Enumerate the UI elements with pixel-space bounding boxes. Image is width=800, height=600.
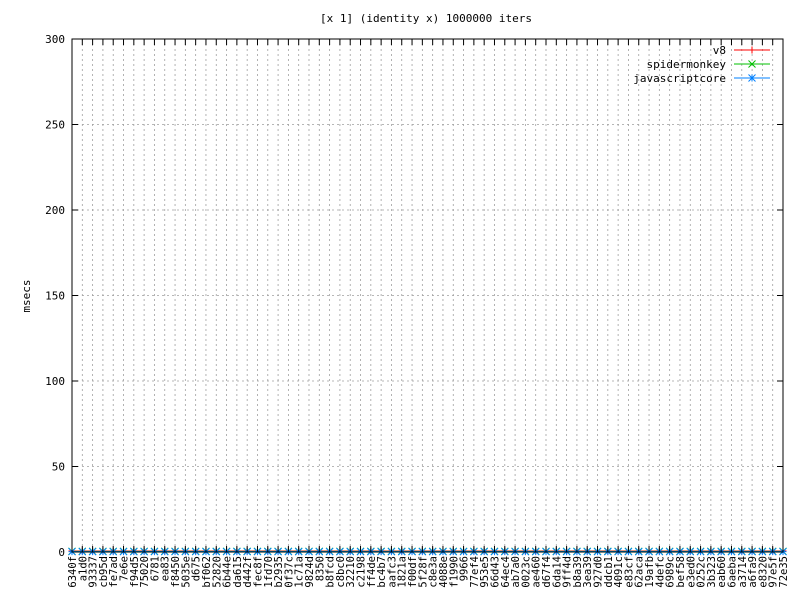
x-tick-label: cb95d <box>98 556 110 588</box>
x-tick-label: eab60 <box>716 556 728 588</box>
x-tick-label: da615 <box>232 556 244 588</box>
x-tick-label: b8a39 <box>572 556 584 588</box>
x-tick-label: 3ea39 <box>582 556 594 588</box>
x-tick-label: f8450 <box>170 556 182 588</box>
x-tick-label: 6b44e <box>222 556 234 588</box>
x-tick-label: 66d43 <box>489 556 501 588</box>
x-tick-label: 62aca <box>634 556 646 588</box>
x-tick-label: 3b323 <box>706 556 718 588</box>
x-tick-label: e83cf <box>623 556 635 588</box>
x-tick-label: 32210 <box>345 556 357 588</box>
x-tick-label: f00df <box>407 556 419 588</box>
legend-marker <box>748 60 756 68</box>
x-tick-label: c8bc0 <box>335 556 347 588</box>
x-tick-label: 1fd70 <box>263 556 275 588</box>
chart-title: [x 1] (identity x) 1000000 iters <box>320 12 532 25</box>
y-tick-label: 300 <box>45 33 65 46</box>
x-tick-label: e8320 <box>757 556 769 588</box>
x-tick-label: ab7a0 <box>510 556 522 588</box>
y-tick-label: 200 <box>45 204 65 217</box>
y-axis: 0 50 100 150 200 250 300 <box>45 33 783 559</box>
y-tick-label: 100 <box>45 375 65 388</box>
x-tick-label: aafc3 <box>386 556 398 588</box>
legend-label: javascriptcore <box>633 72 726 85</box>
x-tick-label: b8fcd <box>325 556 337 588</box>
legend-marker <box>748 74 756 82</box>
x-tick-label: 1c71a <box>294 556 306 588</box>
legend-label: spidermonkey <box>647 58 727 71</box>
x-tick-label: 4088e <box>438 556 450 588</box>
y-tick-label: 50 <box>52 461 65 474</box>
x-tick-label: d442f <box>242 556 254 588</box>
x-tick-label: fec8f <box>252 556 264 588</box>
x-tick-label: 97e5f <box>768 556 780 588</box>
x-tick-label: d67f4 <box>541 556 553 588</box>
x-tick-label: 64ec4 <box>500 556 512 588</box>
y-axis-label: msecs <box>20 279 33 312</box>
x-tick-label: 75020 <box>139 556 151 588</box>
x-tick-label: ea83 <box>160 556 172 581</box>
x-tick-label: c8e3a <box>428 556 440 588</box>
x-tick-label: 4091c <box>613 556 625 588</box>
x-tick-label: ddcb1 <box>603 556 615 588</box>
x-tick-label: 0252c <box>696 556 708 588</box>
x-tick-label: c2198 <box>356 556 368 588</box>
x-tick-label: 9ff4d <box>562 556 574 588</box>
grid-lines <box>72 39 783 552</box>
x-tick-label: e3ed0 <box>685 556 697 588</box>
x-tick-label: 5f28f <box>417 556 429 588</box>
x-tick-label: 72e35 <box>778 556 790 588</box>
x-tick-label: 1821a <box>397 556 409 588</box>
x-tick-label: fe7ad <box>108 556 120 588</box>
x-tick-label: a3714 <box>737 556 749 588</box>
x-tick-label: 9824d <box>304 556 316 588</box>
x-tick-label: ae460 <box>531 556 543 588</box>
x-tick-label: 9966 <box>459 556 471 581</box>
x-tick-label: 6aeba <box>726 556 738 588</box>
x-tick-label: bf062 <box>201 556 213 588</box>
x-tick-label: 0023c <box>520 556 532 588</box>
x-tick-label: 6781 <box>149 556 161 581</box>
y-tick-label: 150 <box>45 290 65 303</box>
x-tick-label: 93337 <box>88 556 100 588</box>
x-tick-label: d675 <box>191 556 203 581</box>
x-tick-label: bef58 <box>675 556 687 588</box>
x-tick-label: f1990 <box>448 556 460 588</box>
y-tick-label: 0 <box>58 546 65 559</box>
x-tick-label: 7e6e <box>119 556 131 581</box>
x-tick-label: 6989c <box>665 556 677 588</box>
x-tick-label: 6340f <box>67 556 79 588</box>
x-tick-label: a6fa9 <box>747 556 759 588</box>
x-tick-label: 19afb <box>644 556 656 588</box>
x-axis: 6340fa1d093337cb95dfe7ad7e6ef94d57502067… <box>67 39 790 588</box>
x-tick-label: 52820 <box>211 556 223 588</box>
x-tick-label: 0f37c <box>283 556 295 588</box>
x-tick-label: f94d5 <box>129 556 141 588</box>
x-tick-label: b2935 <box>273 556 285 588</box>
x-tick-label: ff4de <box>366 556 378 588</box>
x-tick-label: 77ef4 <box>469 556 481 588</box>
x-tick-label: a1d0 <box>77 556 89 581</box>
x-tick-label: 953e5 <box>479 556 491 588</box>
y-tick-label: 250 <box>45 119 65 132</box>
x-tick-label: 4defc <box>654 556 666 588</box>
x-tick-label: 6da14 <box>551 556 563 588</box>
legend-label: v8 <box>713 44 726 57</box>
x-tick-label: 5035e <box>180 556 192 588</box>
x-tick-label: 927d0 <box>593 556 605 588</box>
x-tick-label: bc4b7 <box>376 556 388 588</box>
x-tick-label: 8350 <box>314 556 326 581</box>
legend-marker <box>748 46 756 54</box>
